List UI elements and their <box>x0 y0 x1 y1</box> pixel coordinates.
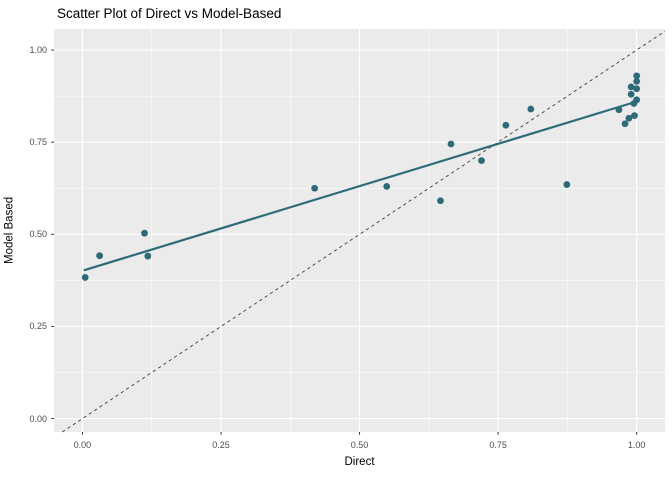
plot-title: Scatter Plot of Direct vs Model-Based <box>57 6 282 21</box>
x-tick-label: 0.25 <box>212 440 230 450</box>
identity-line <box>62 30 666 433</box>
scatter-point <box>633 72 641 80</box>
x-axis-title: Direct <box>344 456 375 468</box>
x-tick-label: 0.50 <box>350 440 369 450</box>
y-axis-title: Model Based <box>3 196 16 265</box>
scatter-point <box>633 96 641 104</box>
y-tick-label: 0.25 <box>29 321 47 332</box>
y-tick-label: 1.00 <box>29 45 47 56</box>
scatter-point <box>447 140 455 148</box>
scatter-point <box>81 274 89 281</box>
y-tick-label: 0.00 <box>29 413 47 424</box>
trend-line <box>83 101 636 272</box>
y-tick-label: 0.75 <box>29 137 47 148</box>
x-tick-label: 0.75 <box>489 440 507 450</box>
scatter-point <box>627 83 635 91</box>
scatter-point <box>141 229 148 237</box>
scatter-point <box>633 77 641 85</box>
x-tick-label: 1.00 <box>627 440 646 450</box>
scatter-point <box>563 181 571 188</box>
y-tick-label: 0.50 <box>29 229 47 240</box>
scatter-point <box>437 197 444 205</box>
scatter-point <box>96 252 104 260</box>
scatter-point <box>627 90 635 98</box>
scatter-point <box>615 106 623 114</box>
scatter-point <box>527 105 535 113</box>
scatter-point <box>625 114 633 122</box>
scatter-point <box>621 120 629 128</box>
scatter-point <box>478 157 485 165</box>
scatter-point <box>502 121 510 129</box>
x-tick-label: 0.00 <box>73 440 92 450</box>
scatter-point <box>383 183 391 190</box>
scatter-point <box>311 184 319 192</box>
scatter-point <box>631 112 638 120</box>
scatter-point <box>144 252 152 260</box>
scatter-point <box>633 85 641 93</box>
